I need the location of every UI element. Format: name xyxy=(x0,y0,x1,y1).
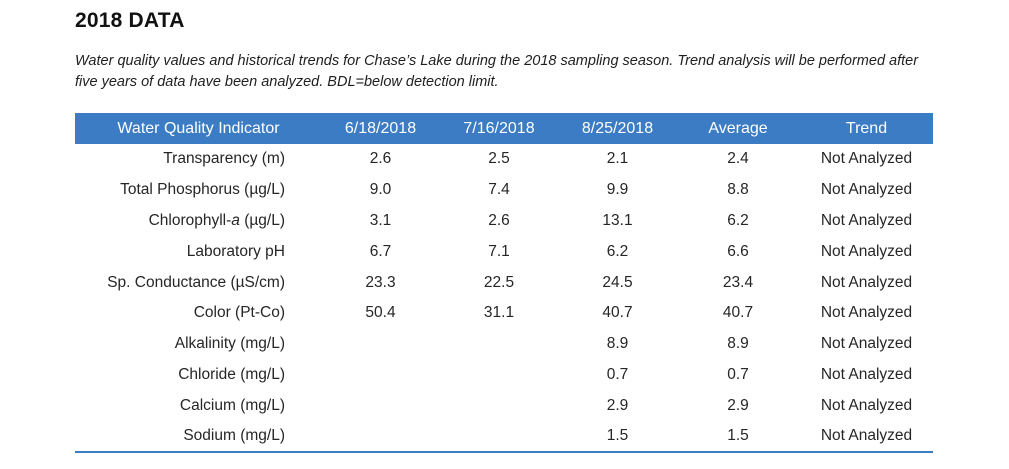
indicator-cell: Calcium (mg/L) xyxy=(75,390,322,421)
trend-cell: Not Analyzed xyxy=(820,211,913,229)
table-row: Alkalinity (mg/L) 8.9 8.9 Not Analyzed xyxy=(75,329,933,360)
indicator-label: Total Phosphorus (µg/L) xyxy=(120,181,285,199)
indicator-label: Chloride (mg/L) xyxy=(178,365,285,383)
value-cell-7-16 xyxy=(439,390,559,421)
indicator-cell: Laboratory pH xyxy=(75,236,322,267)
table-row: Sodium (mg/L) 1.5 1.5 Not Analyzed xyxy=(75,421,933,453)
indicator-cell: Chloride (mg/L) xyxy=(75,360,322,391)
average-cell: 40.7 xyxy=(722,304,754,322)
indicator-label: Transparency (m) xyxy=(163,150,285,168)
header-date-3: 8/25/2018 xyxy=(581,119,654,137)
table-row: Total Phosphorus (µg/L) 9.0 7.4 9.9 8.8 Not A… xyxy=(75,175,933,206)
value-cell-6-18: 3.1 xyxy=(369,211,392,229)
value-cell-8-25: 13.1 xyxy=(602,211,633,229)
value-cell-6-18 xyxy=(322,421,439,453)
average-cell: 6.2 xyxy=(727,211,749,229)
table-row: Color (Pt-Co) 50.4 31.1 40.7 40.7 Not Analyze… xyxy=(75,298,933,329)
value-cell-6-18 xyxy=(322,360,439,391)
header-average: Average xyxy=(708,119,768,137)
table-caption: Water quality values and historical tren… xyxy=(75,53,919,90)
indicator-cell: Sodium (mg/L) xyxy=(75,421,322,453)
value-cell-7-16: 2.5 xyxy=(488,150,510,168)
average-cell: 8.9 xyxy=(727,335,749,353)
value-cell-6-18 xyxy=(322,390,439,421)
value-cell-7-16: 31.1 xyxy=(483,304,515,322)
indicator-label: Sodium (mg/L) xyxy=(183,427,285,445)
page-title: 2018 DATA xyxy=(75,9,185,32)
indicator-cell: Sp. Conductance (µS/cm) xyxy=(75,267,322,298)
trend-cell: Not Analyzed xyxy=(820,242,913,260)
header-indicator: Water Quality Indicator xyxy=(117,119,280,137)
value-cell-6-18 xyxy=(322,329,439,360)
value-cell-6-18: 6.7 xyxy=(369,242,392,260)
indicator-label: Calcium (mg/L) xyxy=(179,396,285,414)
average-cell: 23.4 xyxy=(722,273,754,291)
table-row: Laboratory pH 6.7 7.1 6.2 6.6 Not Analyzed xyxy=(75,236,933,267)
value-cell-7-16: 7.4 xyxy=(488,181,510,199)
average-cell: 6.6 xyxy=(727,242,749,260)
indicator-label: Alkalinity (mg/L) xyxy=(174,335,285,353)
value-cell-6-18: 50.4 xyxy=(365,304,396,322)
header-trend: Trend xyxy=(845,119,888,137)
indicator-label: Laboratory pH xyxy=(186,242,285,260)
table-row: Chloride (mg/L) 0.7 0.7 Not Analyzed xyxy=(75,360,933,391)
trend-cell: Not Analyzed xyxy=(820,181,913,199)
value-cell-8-25: 9.9 xyxy=(606,181,629,199)
indicator-label-unit: (µg/L) xyxy=(239,211,285,229)
value-cell-7-16: 22.5 xyxy=(483,273,515,291)
table-row: Chlorophyll-a (µg/L) 3.1 2.6 13.1 6.2 Not Ana… xyxy=(75,206,933,237)
value-cell-8-25: 2.9 xyxy=(606,396,629,414)
value-cell-6-18: 9.0 xyxy=(369,181,392,199)
value-cell-8-25: 24.5 xyxy=(602,273,633,291)
indicator-label: Chlorophyll- xyxy=(148,211,232,229)
indicator-cell: Transparency (m) xyxy=(75,144,322,175)
indicator-label-italic: a xyxy=(231,211,240,229)
value-cell-7-16 xyxy=(439,360,559,391)
value-cell-8-25: 8.9 xyxy=(606,335,629,353)
value-cell-7-16: 2.6 xyxy=(488,211,510,229)
trend-cell: Not Analyzed xyxy=(820,335,913,353)
indicator-label: Sp. Conductance (µS/cm) xyxy=(107,273,285,291)
value-cell-6-18: 2.6 xyxy=(369,150,392,168)
average-cell: 2.4 xyxy=(727,150,749,168)
value-cell-8-25: 6.2 xyxy=(606,242,629,260)
value-cell-8-25: 1.5 xyxy=(559,421,676,453)
indicator-cell: Chlorophyll-a (µg/L) xyxy=(75,206,322,237)
value-cell-7-16 xyxy=(439,329,559,360)
trend-cell: Not Analyzed xyxy=(820,150,913,168)
indicator-cell: Alkalinity (mg/L) xyxy=(75,329,322,360)
average-cell: 1.5 xyxy=(676,421,800,453)
average-cell: 8.8 xyxy=(727,181,749,199)
trend-cell: Not Analyzed xyxy=(820,273,913,291)
average-cell: 0.7 xyxy=(727,365,749,383)
header-date-1: 6/18/2018 xyxy=(344,119,417,137)
indicator-cell: Color (Pt-Co) xyxy=(75,298,322,329)
value-cell-8-25: 40.7 xyxy=(602,304,633,322)
value-cell-8-25: 0.7 xyxy=(606,365,629,383)
table-row: Calcium (mg/L) 2.9 2.9 Not Analyzed xyxy=(75,390,933,421)
header-date-2: 7/16/2018 xyxy=(463,119,535,137)
table-body: Transparency (m) 2.6 2.5 2.1 2.4 Not Analyzed… xyxy=(75,144,933,453)
indicator-label: Color (Pt-Co) xyxy=(193,304,285,322)
trend-cell: Not Analyzed xyxy=(800,421,933,453)
table-row: Sp. Conductance (µS/cm) 23.3 22.5 24.5 23.4 N… xyxy=(75,267,933,298)
table-header-row: Water Quality Indicator 6/18/2018 7/16/2… xyxy=(75,113,933,144)
trend-cell: Not Analyzed xyxy=(820,396,913,414)
value-cell-7-16: 7.1 xyxy=(488,242,510,260)
average-cell: 2.9 xyxy=(727,396,749,414)
water-quality-table: Water Quality Indicator 6/18/2018 7/16/2… xyxy=(75,113,933,453)
indicator-cell: Total Phosphorus (µg/L) xyxy=(75,175,322,206)
table-row: Transparency (m) 2.6 2.5 2.1 2.4 Not Analyzed xyxy=(75,144,933,175)
trend-cell: Not Analyzed xyxy=(820,365,913,383)
trend-cell: Not Analyzed xyxy=(820,304,913,322)
value-cell-6-18: 23.3 xyxy=(365,273,396,291)
value-cell-8-25: 2.1 xyxy=(606,150,629,168)
value-cell-7-16 xyxy=(439,421,559,453)
